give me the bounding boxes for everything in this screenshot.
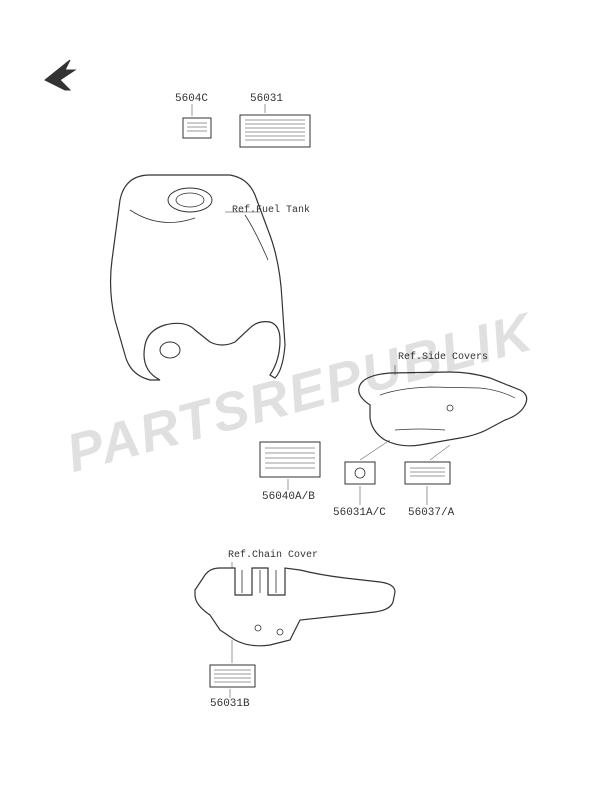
label-5604c: 5604C: [175, 93, 208, 105]
label-56031ac: 56031A/C: [333, 507, 386, 519]
ref-chain-cover: Ref.Chain Cover: [228, 550, 318, 561]
label-56031b: 56031B: [210, 698, 250, 710]
label-56040ab: 56040A/B: [262, 491, 315, 503]
label-56037a: 56037/A: [408, 507, 454, 519]
ref-fuel-tank: Ref.Fuel Tank: [232, 205, 310, 216]
arrow-indicator: [45, 60, 75, 90]
label-56031: 56031: [250, 93, 283, 105]
ref-side-covers: Ref.Side Covers: [398, 352, 488, 363]
parts-diagram: 5604C 56031 Ref.Fuel Tank Ref.Side Cover…: [0, 0, 600, 785]
diagram-svg: [0, 0, 600, 785]
